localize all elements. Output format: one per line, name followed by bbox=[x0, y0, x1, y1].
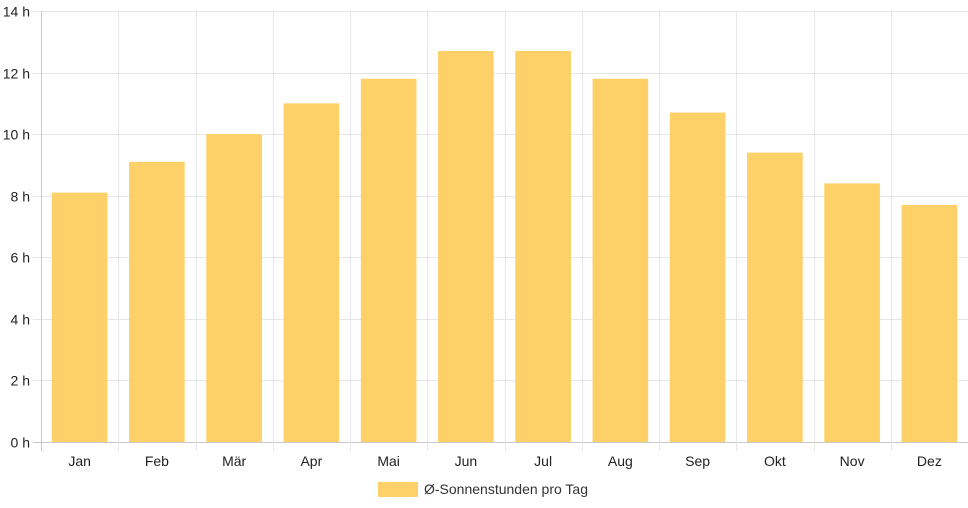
y-tick-label: 12 h bbox=[3, 66, 30, 82]
bar-apr[interactable] bbox=[283, 103, 340, 443]
bar-jan[interactable] bbox=[51, 192, 108, 442]
legend-label[interactable]: Ø-Sonnenstunden pro Tag bbox=[424, 481, 588, 497]
y-tick-label: 4 h bbox=[11, 312, 30, 328]
axis-layer: 0 h 2 h 4 h 6 h 8 h 10 h 12 h 14 h Jan Feb Mär Apr M… bbox=[3, 4, 942, 470]
x-tick-label: Aug bbox=[608, 453, 633, 469]
bar-okt[interactable] bbox=[747, 152, 803, 443]
x-tick-label: Dez bbox=[917, 453, 942, 469]
x-tick-label: Jun bbox=[455, 453, 478, 469]
bar-feb[interactable] bbox=[129, 161, 185, 442]
x-tick-label: Feb bbox=[145, 453, 169, 469]
bar-dez[interactable] bbox=[901, 204, 958, 442]
x-tick-label: Jan bbox=[68, 453, 91, 469]
x-tick-label: Mai bbox=[377, 453, 400, 469]
y-tick-label: 6 h bbox=[11, 250, 30, 266]
x-tick-label: Jul bbox=[534, 453, 552, 469]
x-tick-label: Okt bbox=[764, 453, 786, 469]
legend[interactable]: Ø-Sonnenstunden pro Tag bbox=[378, 481, 588, 497]
y-tick-label: 2 h bbox=[11, 373, 30, 389]
bar-mär[interactable] bbox=[206, 134, 262, 442]
grid-layer bbox=[33, 11, 968, 451]
x-tick-label: Nov bbox=[840, 453, 865, 469]
x-tick-label: Mär bbox=[222, 453, 246, 469]
bar-mai[interactable] bbox=[360, 78, 417, 442]
bar-nov[interactable] bbox=[824, 183, 880, 442]
legend-swatch[interactable] bbox=[378, 482, 418, 497]
bar-jul[interactable] bbox=[515, 51, 571, 443]
y-tick-label: 0 h bbox=[11, 435, 30, 451]
bar-aug[interactable] bbox=[592, 78, 649, 442]
y-tick-label: 8 h bbox=[11, 189, 30, 205]
x-tick-label: Sep bbox=[685, 453, 710, 469]
bar-sep[interactable] bbox=[669, 112, 726, 442]
y-tick-label: 10 h bbox=[3, 127, 30, 143]
y-tick-label: 14 h bbox=[3, 4, 30, 20]
bar-jun[interactable] bbox=[438, 51, 494, 443]
x-tick-label: Apr bbox=[300, 453, 322, 469]
bars-layer bbox=[51, 51, 958, 443]
